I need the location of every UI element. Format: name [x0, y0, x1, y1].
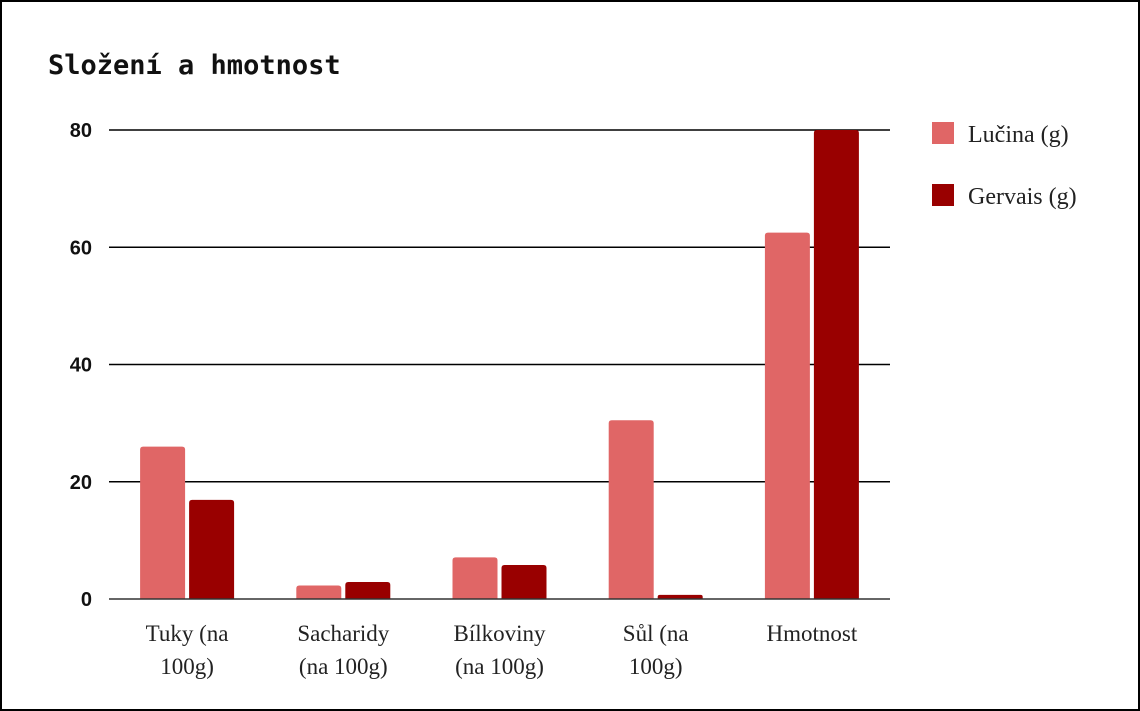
x-category-label: Bílkoviny [453, 621, 546, 646]
x-category-label: (na 100g) [455, 654, 544, 679]
bar-series2-cat2 [345, 581, 391, 599]
y-tick-label: 60 [70, 237, 92, 259]
axes: 0 20 40 60 80 Tuky (na 100g) Sacharidy (na 100g)… [70, 120, 890, 679]
legend: Lučina (g) Gervais (g) [932, 122, 1077, 210]
x-category-label: Tuky (na [146, 621, 229, 646]
y-tick-label: 80 [70, 120, 92, 142]
bar-series1-cat4 [608, 420, 654, 599]
bar-series1-cat2 [296, 585, 342, 599]
legend-label: Gervais (g) [968, 184, 1077, 210]
bar-series1-cat1 [140, 446, 186, 599]
y-tick-label: 20 [70, 472, 92, 494]
x-category-label: Sacharidy [297, 621, 389, 646]
bars [140, 130, 859, 599]
bar-series2-cat3 [501, 564, 547, 599]
x-category-label: 100g) [160, 654, 214, 679]
bar-series1-cat5 [764, 232, 810, 599]
y-tick-label: 40 [70, 355, 92, 377]
x-category-label: 100g) [629, 654, 683, 679]
legend-swatch [932, 184, 954, 206]
chart-title: Složení a hmotnost [48, 50, 341, 81]
x-category-label: Sůl (na [623, 621, 689, 646]
y-tick-label: 0 [81, 589, 92, 611]
bar-series2-cat4 [657, 594, 703, 599]
bar-series1-cat3 [452, 557, 498, 599]
legend-label: Lučina (g) [968, 122, 1069, 148]
legend-swatch [932, 122, 954, 144]
x-category-label: (na 100g) [299, 654, 388, 679]
x-category-label: Hmotnost [767, 621, 858, 646]
grid-lines [109, 129, 890, 483]
bar-series2-cat5 [813, 130, 859, 599]
bar-series2-cat1 [189, 499, 235, 599]
